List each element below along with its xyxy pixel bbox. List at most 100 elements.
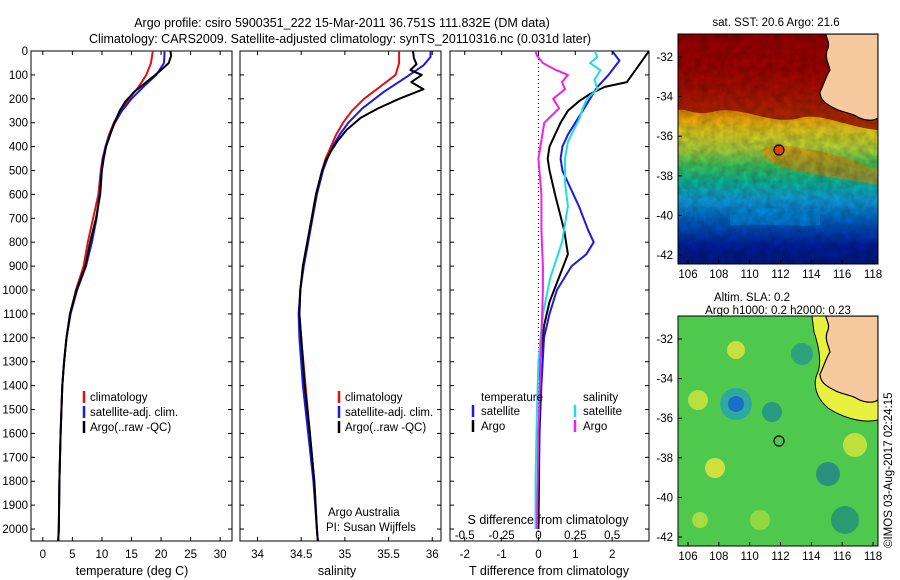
imos-timestamp: ©IMOS 03-Aug-2017 02:24:15 <box>883 392 895 548</box>
lon-tick-label: 116 <box>833 269 851 281</box>
series-line-argo-salinity <box>534 51 569 530</box>
lon-tick-label: 112 <box>771 269 789 281</box>
lon-tick-label: 106 <box>678 551 697 563</box>
sst-land <box>819 34 878 121</box>
x-tick-label: 20 <box>155 549 168 561</box>
x2-tick-label: 0.5 <box>604 530 620 542</box>
lat-tick-label: -40 <box>656 492 673 504</box>
depth-tick-label: 800 <box>9 237 28 249</box>
lat-tick-label: -42 <box>656 250 673 262</box>
legend-climatology: climatology <box>345 392 403 404</box>
argo-location-marker <box>773 435 785 447</box>
depth-tick-label: 1600 <box>2 428 28 440</box>
credit-line1: Argo Australia <box>328 507 400 519</box>
series-line-climatology <box>57 51 154 541</box>
salinity-axes <box>239 50 442 542</box>
depth-tick-label: 1700 <box>2 452 28 464</box>
legend-t-argo: Argo <box>481 421 505 433</box>
temperature-plot <box>57 51 173 541</box>
depth-tick-label: 900 <box>9 261 28 273</box>
depth-tick-label: 1000 <box>2 285 28 297</box>
lat-tick-label: -36 <box>656 413 673 425</box>
sla-eddy <box>727 341 745 359</box>
depth-tick-label: 300 <box>9 118 28 130</box>
lon-tick-label: 108 <box>709 551 728 563</box>
lat-tick-label: -34 <box>656 92 673 104</box>
sla-eddy <box>692 512 708 528</box>
x-tick-label: 0 <box>535 549 541 561</box>
series-line-satellite-salinity <box>534 51 602 529</box>
salinity-xlabel: salinity <box>318 564 357 578</box>
legend-s-argo: Argo <box>583 421 607 433</box>
figure-title-line2: Climatology: CARS2009. Satellite-adjuste… <box>89 32 591 46</box>
sla-map-title-line1: Altim. SLA: 0.2 <box>714 292 790 304</box>
series-line-satellite-adj-clim- <box>297 51 432 541</box>
x-tick-label: -2 <box>460 549 470 561</box>
lat-tick-label: -42 <box>656 532 673 544</box>
depth-tick-label: 1300 <box>2 357 28 369</box>
lon-tick-label: 116 <box>833 551 851 563</box>
lat-tick-label: -34 <box>656 374 673 386</box>
x-tick-label: 2 <box>609 549 615 561</box>
temperature-xlabel: temperature (deg C) <box>76 564 189 578</box>
x2-tick-label: 0 <box>535 530 541 542</box>
lon-tick-label: 110 <box>740 269 758 281</box>
legend-temperature-title: temperature <box>481 392 543 404</box>
x-tick-label: 0 <box>40 549 46 561</box>
legend-climatology: climatology <box>90 392 148 404</box>
depth-tick-label: 0 <box>22 46 28 58</box>
legend-satellite: satellite-adj. clim. <box>90 407 178 419</box>
legend-argo: Argo(..raw -QC) <box>345 422 426 434</box>
lon-tick-label: 112 <box>771 551 789 563</box>
lat-tick-label: -38 <box>656 171 673 183</box>
lon-tick-label: 118 <box>864 269 882 281</box>
temperature-legend: climatology satellite-adj. clim. Argo(..… <box>82 391 178 434</box>
depth-tick-label: 1400 <box>2 381 28 393</box>
x-tick-label: -1 <box>496 549 506 561</box>
t-difference-xlabel: T difference from climatology <box>469 564 630 578</box>
difference-axes <box>449 50 650 542</box>
lon-tick-label: 118 <box>864 551 882 563</box>
legend-salinity-title: salinity <box>583 392 618 404</box>
lon-tick-label: 110 <box>740 551 758 563</box>
depth-tick-label: 2000 <box>2 524 28 536</box>
x-tick-label: 30 <box>214 549 227 561</box>
sst-map-frame <box>677 33 879 265</box>
lat-tick-label: -32 <box>656 52 673 64</box>
x-tick-label: 1 <box>572 549 578 561</box>
x-tick-label: 25 <box>184 549 197 561</box>
depth-tick-label: 1800 <box>2 476 28 488</box>
lat-tick-label: -40 <box>656 210 673 222</box>
salinity-legend: climatology satellite-adj. clim. Argo(..… <box>337 391 433 434</box>
s-difference-xlabel: S difference from climatology <box>468 513 630 527</box>
x-tick-label: 5 <box>69 549 75 561</box>
x-tick-label: 34.5 <box>290 549 312 561</box>
x-tick-label: 35 <box>338 549 351 561</box>
depth-tick-label: 1500 <box>2 405 28 417</box>
legend-argo: Argo(..raw -QC) <box>90 422 171 434</box>
lon-tick-label: 114 <box>802 551 821 563</box>
sla-map-title-line2: Argo h1000: 0.2 h2000: 0.23 <box>705 305 851 317</box>
difference-plot <box>534 51 649 541</box>
argo-location-marker <box>773 144 785 156</box>
lat-tick-label: -36 <box>656 131 673 143</box>
legend-s-satellite: satellite <box>583 406 622 418</box>
depth-tick-label: 700 <box>9 213 28 225</box>
sla-eddy <box>688 390 708 410</box>
sla-eddy <box>705 458 725 478</box>
lon-tick-label: 114 <box>802 269 821 281</box>
series-line-argo <box>57 51 173 541</box>
depth-axis: 0 100 200 300 400 500 600 700 800 900 1000 1100 1200… <box>2 46 649 536</box>
legend-t-satellite: satellite <box>481 406 520 418</box>
credit-line2: PI: Susan Wijffels <box>326 522 416 534</box>
sla-eddy <box>728 396 744 412</box>
x-tick-label: 10 <box>96 549 109 561</box>
lat-tick-label: -38 <box>656 453 673 465</box>
legend-satellite: satellite-adj. clim. <box>345 407 433 419</box>
series-line-argo-temperature <box>537 51 649 530</box>
sla-eddy <box>791 343 813 365</box>
depth-tick-label: 1200 <box>2 333 28 345</box>
sla-map <box>678 316 878 546</box>
sla-map-frame <box>677 315 879 547</box>
